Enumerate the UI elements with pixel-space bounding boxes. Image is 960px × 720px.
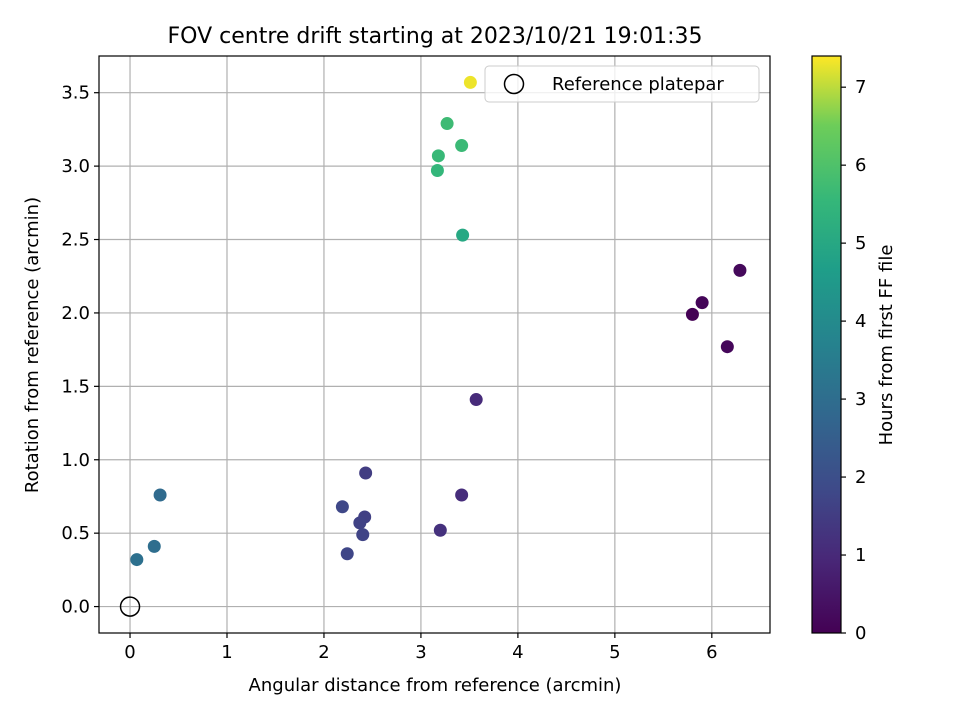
colorbar-tick-label: 2 [855,467,866,488]
colorbar-tick-label: 1 [855,545,866,566]
data-point [130,553,144,567]
x-tick-label: 4 [512,642,523,663]
data-point [455,488,469,502]
data-point [147,539,161,553]
y-tick-label: 1.5 [61,376,90,397]
colorbar-tick-label: 6 [855,155,866,176]
data-point [455,139,469,153]
data-point [456,228,470,242]
legend-marker-reference [503,73,525,95]
colorbar: Hours from first FF file 0 1 2 3 4 5 6 7 [811,55,897,644]
legend: Reference platepar [484,65,760,103]
x-tick-label: 3 [415,642,426,663]
colorbar-tick-label: 3 [855,389,866,410]
y-tick-label: 2.5 [61,230,90,251]
data-point [469,393,483,407]
x-tick-label: 5 [609,642,620,663]
data-point [431,149,445,163]
data-point [695,296,709,310]
colorbar-fill [812,56,841,633]
y-axis-title: Rotation from reference (arcmin) [22,197,43,493]
y-tick-label: 1.0 [61,450,90,471]
data-point [430,164,444,178]
chart-title: FOV centre drift starting at 2023/10/21 … [168,24,703,49]
legend-label-reference: Reference platepar [552,74,724,95]
x-tick-label: 0 [124,642,135,663]
data-point [733,263,747,277]
data-point [335,500,349,514]
data-point [463,75,477,89]
colorbar-frame [811,55,842,634]
y-tick-label: 0.5 [61,523,90,544]
y-tick-label: 3.0 [61,156,90,177]
y-tick-label: 0.0 [61,597,90,618]
colorbar-label: Hours from first FF file [876,245,897,446]
colorbar-tick-label: 0 [855,623,866,644]
data-point [340,547,354,561]
reference-point [119,596,141,617]
data-point [353,516,367,530]
colorbar-tick-label: 4 [855,311,866,332]
y-tick-label: 2.0 [61,303,90,324]
x-axis: 0 1 2 3 4 5 6 [124,633,718,663]
data-point [433,523,447,537]
data-point [153,488,167,502]
x-axis-title: Angular distance from reference (arcmin) [249,675,622,696]
y-tick-label: 3.5 [61,83,90,104]
data-point [440,117,454,131]
plot-frame [98,55,771,634]
x-tick-label: 1 [221,642,232,663]
colorbar-tick-label: 5 [855,233,866,254]
grid-lines [99,56,770,633]
x-tick-label: 2 [318,642,329,663]
data-point [720,340,734,354]
data-point [356,528,370,542]
colorbar-tick-label: 7 [855,77,866,98]
data-point [359,466,373,480]
legend-box [484,65,760,103]
y-axis: 0.0 0.5 1.0 1.5 2.0 2.5 3.0 3.5 [61,83,99,618]
plot-points [119,75,747,617]
x-tick-label: 6 [706,642,717,663]
data-point [685,307,699,321]
